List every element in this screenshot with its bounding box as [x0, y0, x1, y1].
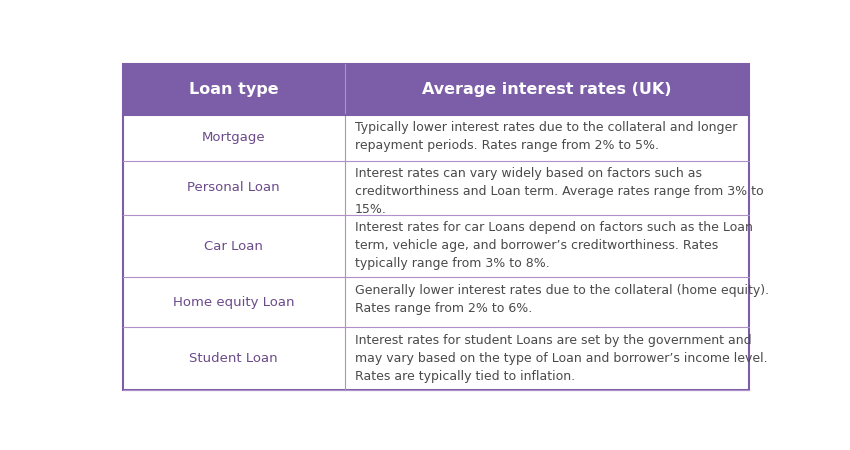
Bar: [122, 64, 749, 115]
Text: Mortgage: Mortgage: [202, 131, 265, 144]
Text: Typically lower interest rates due to the collateral and longer
repayment period: Typically lower interest rates due to th…: [354, 121, 737, 152]
Text: Loan type: Loan type: [189, 82, 279, 97]
Text: Interest rates can vary widely based on factors such as
creditworthiness and Loa: Interest rates can vary widely based on …: [354, 167, 763, 216]
Text: Generally lower interest rates due to the collateral (home equity).
Rates range : Generally lower interest rates due to th…: [354, 284, 769, 315]
Text: Home equity Loan: Home equity Loan: [173, 296, 295, 309]
Text: Student Loan: Student Loan: [190, 352, 278, 365]
Text: Average interest rates (UK): Average interest rates (UK): [422, 82, 672, 97]
Text: Interest rates for student Loans are set by the government and
may vary based on: Interest rates for student Loans are set…: [354, 333, 768, 382]
Text: Personal Loan: Personal Loan: [188, 181, 280, 194]
Text: Car Loan: Car Loan: [204, 239, 264, 252]
Text: Interest rates for car Loans depend on factors such as the Loan
term, vehicle ag: Interest rates for car Loans depend on f…: [354, 221, 752, 270]
